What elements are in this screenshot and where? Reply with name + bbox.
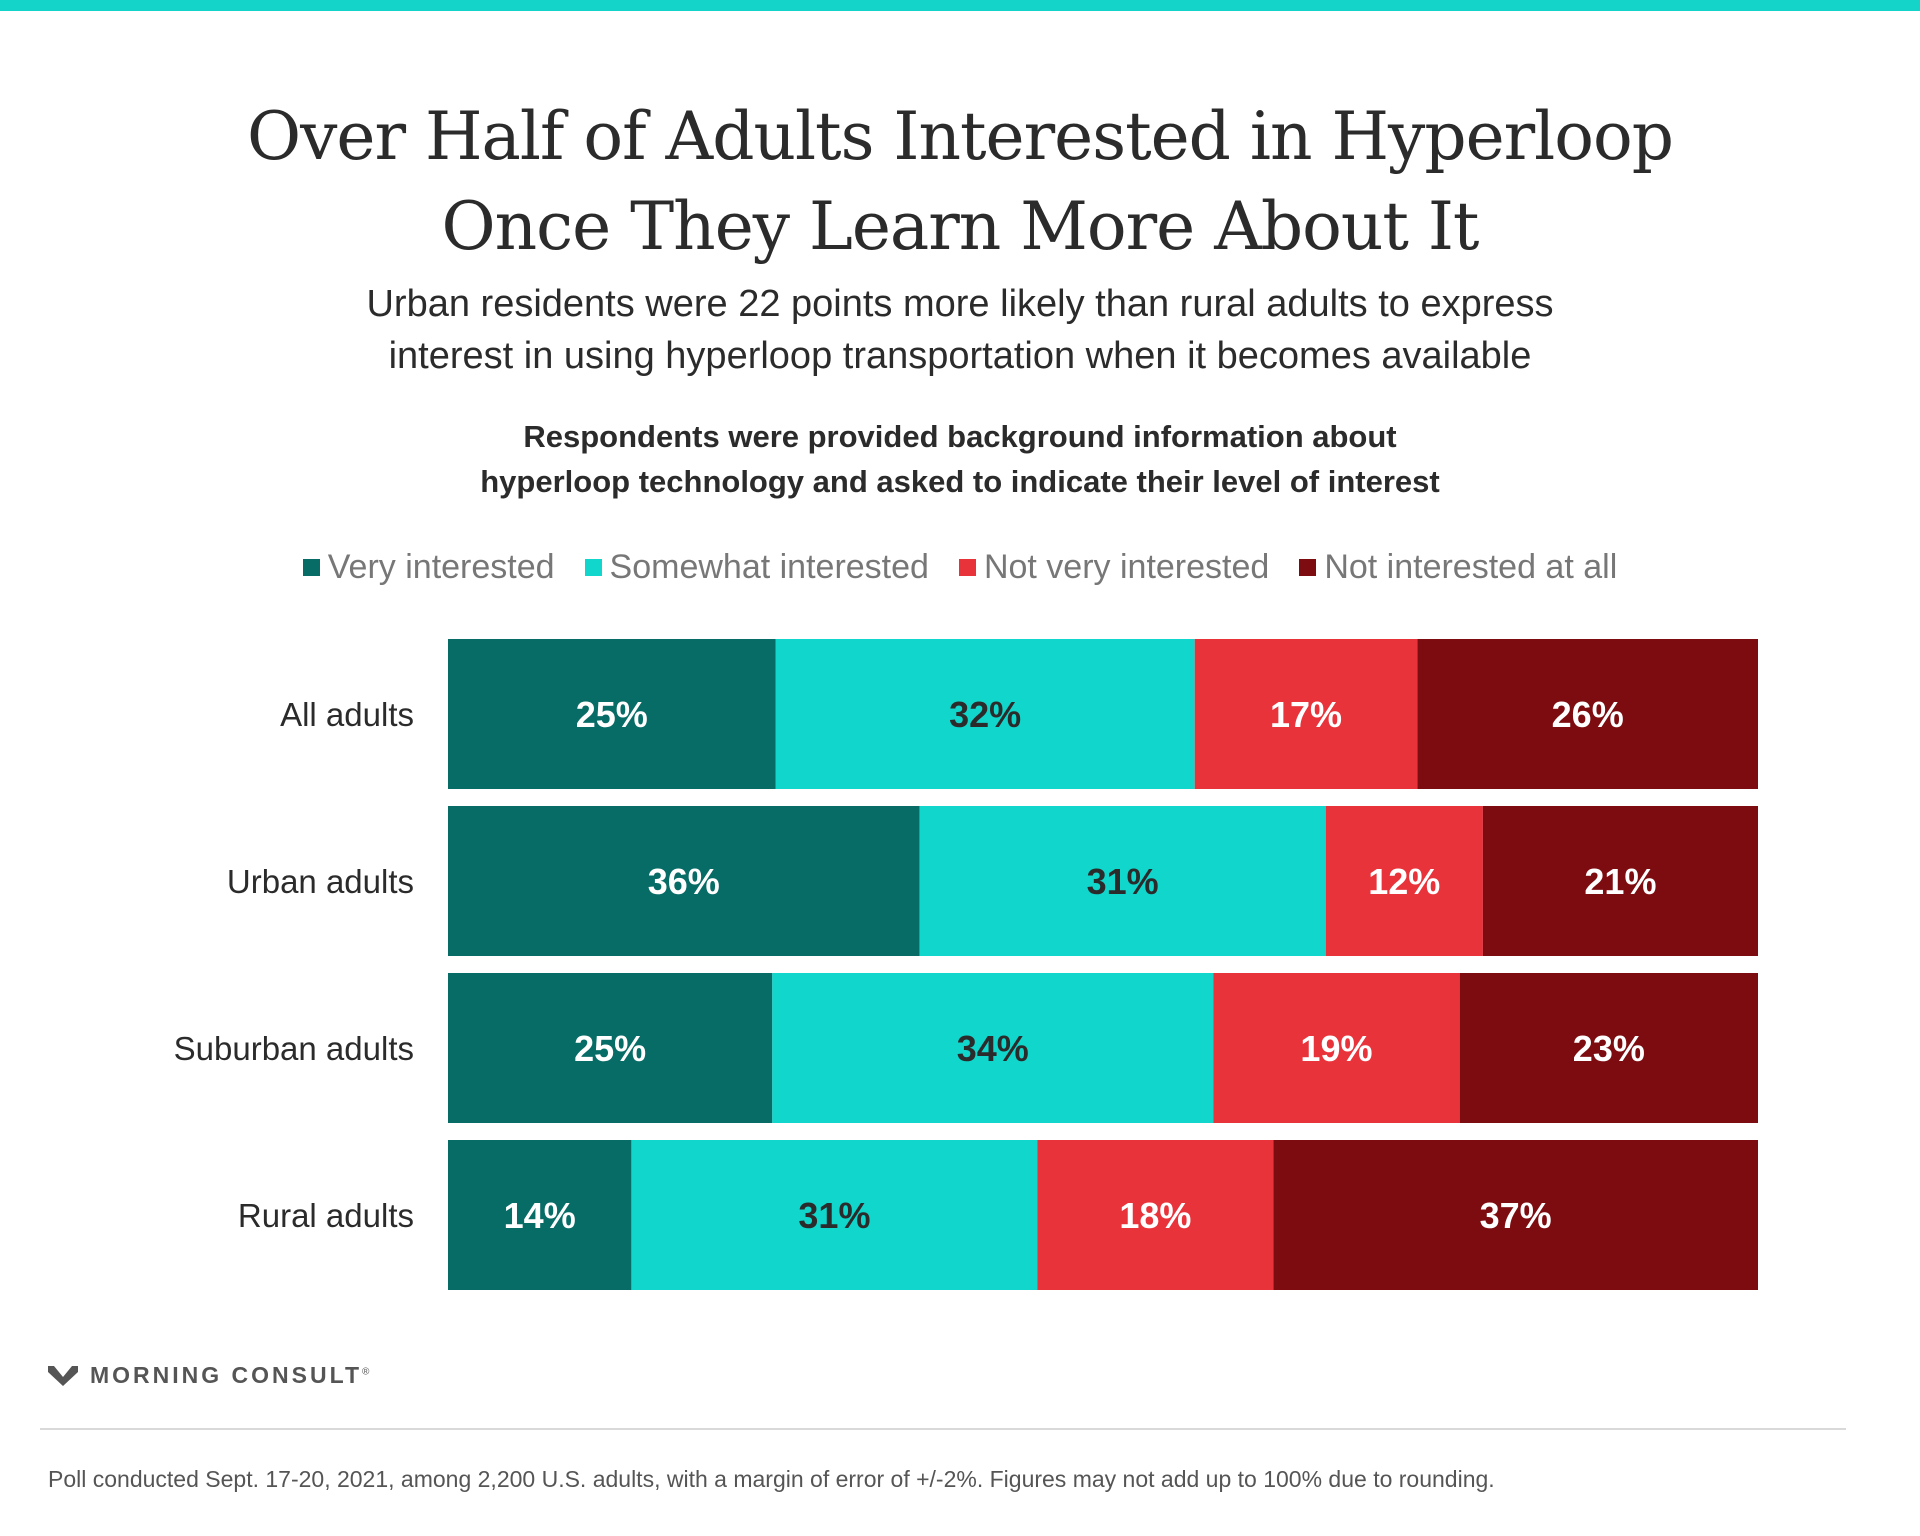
legend-swatch-very-interested	[302, 559, 320, 576]
bar-segment-urban-adults-somewhat-interested	[919, 806, 1326, 956]
category-label-rural-adults: Rural adults	[238, 1197, 414, 1234]
bar-segment-suburban-adults-somewhat-interested	[772, 973, 1214, 1123]
bar-segment-rural-adults-not-interested-at-all	[1273, 1140, 1758, 1290]
legend-item-not-interested-at-all: Not interested at all	[1299, 548, 1617, 587]
bar-segment-suburban-adults-not-interested-at-all	[1459, 973, 1758, 1123]
data-label-suburban-adults-very-interested: 25%	[574, 1028, 646, 1069]
top-accent-stripe	[0, 0, 1920, 11]
survey-question-line-2: hyperloop technology and asked to indica…	[480, 464, 1440, 499]
morning-consult-m-logo-icon	[48, 1365, 78, 1386]
category-label-all-adults: All adults	[280, 696, 414, 733]
brand-name: MORNING CONSULT®	[90, 1362, 369, 1389]
legend-label-very-interested: Very interested	[327, 548, 555, 586]
category-label-suburban-adults: Suburban adults	[174, 1030, 414, 1067]
legend-item-very-interested: Very interested	[302, 548, 555, 587]
stacked-bar-chart: All adults 25% 32% 17% 26% Urban adults 36% 31%…	[174, 639, 1758, 1290]
bar-segment-all-adults-very-interested	[448, 639, 776, 789]
data-label-urban-adults-not-very-interested: 12%	[1368, 861, 1440, 902]
chart-legend: Very interested Somewhat interested Not …	[0, 548, 1920, 587]
legend-item-not-very-interested: Not very interested	[958, 548, 1270, 587]
survey-question: Respondents were provided background inf…	[0, 414, 1920, 504]
bar-segment-all-adults-not-interested-at-all	[1417, 639, 1758, 789]
bar-segment-urban-adults-very-interested	[448, 806, 920, 956]
bar-segment-all-adults-not-very-interested	[1194, 639, 1418, 789]
survey-question-line-1: Respondents were provided background inf…	[523, 419, 1397, 454]
legend-swatch-not-very-interested	[958, 559, 976, 576]
data-label-rural-adults-very-interested: 14%	[504, 1195, 576, 1236]
legend-item-somewhat-interested: Somewhat interested	[584, 548, 929, 587]
data-label-suburban-adults-not-very-interested: 19%	[1300, 1028, 1372, 1069]
data-label-urban-adults-somewhat-interested: 31%	[1087, 861, 1159, 902]
bar-segment-suburban-adults-very-interested	[448, 973, 773, 1123]
bar-segment-suburban-adults-not-very-interested	[1213, 973, 1460, 1123]
data-label-suburban-adults-somewhat-interested: 34%	[957, 1028, 1029, 1069]
chart-title: Over Half of Adults Interested in Hyperl…	[0, 92, 1920, 272]
legend-label-somewhat-interested: Somewhat interested	[609, 548, 929, 586]
data-label-rural-adults-not-interested-at-all: 37%	[1480, 1195, 1552, 1236]
footnote: Poll conducted Sept. 17-20, 2021, among …	[48, 1466, 1495, 1492]
footer-divider	[40, 1428, 1846, 1430]
bar-segment-rural-adults-very-interested	[448, 1140, 632, 1290]
chart-title-line-1: Over Half of Adults Interested in Hyperl…	[246, 98, 1674, 175]
data-label-all-adults-very-interested: 25%	[576, 694, 648, 735]
legend-swatch-not-interested-at-all	[1299, 559, 1317, 576]
data-label-urban-adults-very-interested: 36%	[648, 861, 720, 902]
brand-logo: MORNING CONSULT®	[48, 1362, 369, 1389]
data-label-urban-adults-not-interested-at-all: 21%	[1584, 861, 1656, 902]
bar-segment-rural-adults-not-very-interested	[1037, 1140, 1274, 1290]
chart-title-line-2: Once They Learn More About It	[441, 188, 1480, 265]
data-label-all-adults-not-interested-at-all: 26%	[1552, 694, 1624, 735]
data-label-all-adults-not-very-interested: 17%	[1270, 694, 1342, 735]
bar-segment-all-adults-somewhat-interested	[775, 639, 1195, 789]
data-label-all-adults-somewhat-interested: 32%	[949, 694, 1021, 735]
category-label-urban-adults: Urban adults	[227, 863, 414, 900]
data-label-rural-adults-somewhat-interested: 31%	[798, 1195, 870, 1236]
legend-swatch-somewhat-interested	[584, 559, 602, 576]
chart-subtitle: Urban residents were 22 points more like…	[0, 278, 1920, 382]
data-label-suburban-adults-not-interested-at-all: 23%	[1573, 1028, 1645, 1069]
data-label-rural-adults-not-very-interested: 18%	[1119, 1195, 1191, 1236]
bar-segment-urban-adults-not-very-interested	[1325, 806, 1483, 956]
brand-name-text: MORNING CONSULT	[90, 1362, 363, 1388]
bar-segment-rural-adults-somewhat-interested	[631, 1140, 1038, 1290]
bar-segment-urban-adults-not-interested-at-all	[1482, 806, 1758, 956]
legend-label-not-interested-at-all: Not interested at all	[1324, 548, 1618, 586]
legend-label-not-very-interested: Not very interested	[983, 548, 1270, 586]
chart-subtitle-line-1: Urban residents were 22 points more like…	[366, 283, 1554, 325]
brand-registered-mark: ®	[362, 1366, 370, 1378]
chart-subtitle-line-2: interest in using hyperloop transportati…	[388, 335, 1532, 377]
